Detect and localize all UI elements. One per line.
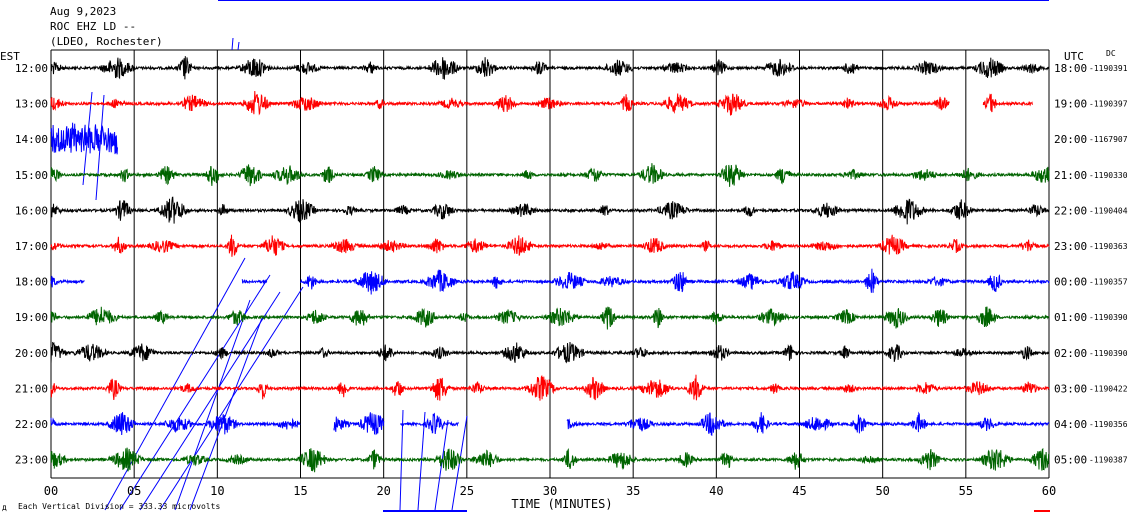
dc-offset-02:00: -1190390 — [1089, 349, 1128, 358]
glitch-spike-11 — [95, 94, 105, 201]
utc-label-21:00: 21:00 — [1054, 169, 1087, 182]
est-label-18:00: 18:00 — [15, 276, 48, 289]
dc-offset-19:00: -1190397 — [1089, 100, 1128, 109]
right-axis-title: UTC — [1064, 50, 1084, 63]
dc-offset-21:00: -1190330 — [1089, 171, 1128, 180]
x-tick-60: 60 — [1042, 484, 1056, 498]
utc-label-22:00: 22:00 — [1054, 204, 1087, 217]
est-label-12:00: 12:00 — [15, 62, 48, 75]
est-label-15:00: 15:00 — [15, 169, 48, 182]
header-station: ROC EHZ LD -- — [50, 20, 136, 33]
utc-label-04:00: 04:00 — [1054, 418, 1087, 431]
glitch-spike-5 — [189, 317, 263, 511]
est-label-16:00: 16:00 — [15, 204, 48, 217]
est-label-19:00: 19:00 — [15, 311, 48, 324]
dc-offset-05:00: -1190387 — [1089, 456, 1128, 465]
x-tick-10: 10 — [210, 484, 224, 498]
est-label-14:00: 14:00 — [15, 133, 48, 146]
dc-offset-03:00: -1190422 — [1089, 384, 1128, 393]
trace-row-22:00 — [50, 411, 1050, 437]
dc-offset-00:00: -1190357 — [1089, 278, 1128, 287]
dc-offset-01:00: -1190390 — [1089, 313, 1128, 322]
dc-offset-22:00: -1190404 — [1089, 206, 1128, 215]
x-tick-55: 55 — [959, 484, 973, 498]
est-label-21:00: 21:00 — [15, 382, 48, 395]
est-label-22:00: 22:00 — [15, 418, 48, 431]
dc-offset-18:00: -1190391 — [1089, 64, 1128, 73]
seismogram-traces — [50, 56, 1050, 473]
glitch-spike-4 — [174, 299, 251, 511]
header-network: (LDEO, Rochester) — [50, 35, 163, 48]
glitch-spike-7 — [417, 411, 426, 511]
utc-label-23:00: 23:00 — [1054, 240, 1087, 253]
x-tick-20: 20 — [376, 484, 390, 498]
x-tick-00: 00 — [44, 484, 58, 498]
est-label-23:00: 23:00 — [15, 454, 48, 467]
utc-label-18:00: 18:00 — [1054, 62, 1087, 75]
trace-row-13:00 — [50, 90, 1033, 116]
trace-row-14:00 — [50, 122, 118, 155]
minute-gridlines — [50, 0, 1050, 512]
dc-offset-20:00: -1167907 — [1089, 135, 1128, 144]
x-tick-labels: 00 05 10 15 20 25 30 35 40 45 50 55 60 — [44, 484, 1056, 498]
trace-row-19:00 — [50, 306, 1050, 330]
x-tick-45: 45 — [792, 484, 806, 498]
glitch-spike-8 — [434, 419, 449, 511]
trace-row-23:00 — [50, 447, 1050, 473]
est-label-17:00: 17:00 — [15, 240, 48, 253]
glitch-spike-2 — [139, 291, 281, 511]
x-tick-25: 25 — [460, 484, 474, 498]
est-label-13:00: 13:00 — [15, 98, 48, 111]
trace-row-20:00 — [50, 341, 1050, 364]
trace-row-17:00 — [50, 234, 1050, 257]
trace-row-21:00 — [50, 374, 1050, 401]
trace-row-16:00 — [50, 196, 1050, 225]
utc-label-03:00: 03:00 — [1054, 382, 1087, 395]
trace-row-12:00 — [50, 56, 1050, 80]
dc-label: DC — [1106, 49, 1116, 58]
x-tick-40: 40 — [709, 484, 723, 498]
glitch-spike-12 — [231, 37, 234, 51]
x-tick-50: 50 — [875, 484, 889, 498]
dc-offset-04:00: -1190356 — [1089, 420, 1128, 429]
utc-label-20:00: 20:00 — [1054, 133, 1087, 146]
x-tick-30: 30 — [543, 484, 557, 498]
dc-offset-23:00: -1190363 — [1089, 242, 1128, 251]
trace-row-15:00 — [50, 163, 1050, 187]
glitch-spike-13 — [237, 41, 240, 51]
utc-label-00:00: 00:00 — [1054, 276, 1087, 289]
utc-label-05:00: 05:00 — [1054, 454, 1087, 467]
x-tick-15: 15 — [293, 484, 307, 498]
glitch-spike-0 — [104, 257, 246, 511]
utc-label-01:00: 01:00 — [1054, 311, 1087, 324]
footer-note: Each Vertical Division = 333.33 microvol… — [18, 502, 220, 511]
utc-label-02:00: 02:00 — [1054, 347, 1087, 360]
glitch-spike-1 — [119, 274, 271, 511]
left-axis-title: EST — [0, 50, 20, 63]
x-tick-05: 05 — [127, 484, 141, 498]
x-tick-35: 35 — [626, 484, 640, 498]
est-label-20:00: 20:00 — [15, 347, 48, 360]
header-date: Aug 9,2023 — [50, 5, 116, 18]
x-axis-label: TIME (MINUTES) — [511, 497, 612, 511]
footer-mark: д — [2, 503, 7, 512]
glitch-spikes — [82, 37, 468, 512]
utc-label-19:00: 19:00 — [1054, 98, 1087, 111]
trace-row-18:00 — [50, 268, 1050, 295]
